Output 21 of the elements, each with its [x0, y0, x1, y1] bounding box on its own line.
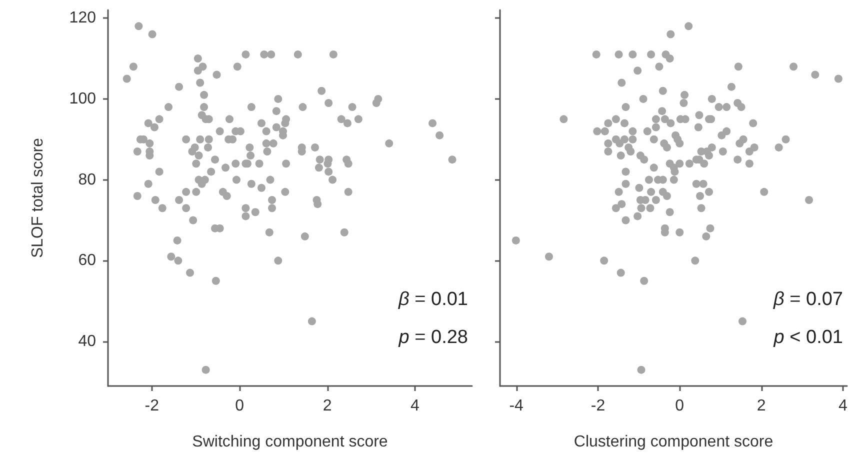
- x-tick-label: 4: [838, 398, 848, 414]
- x-tick-label: 2: [756, 398, 766, 414]
- x-tick-label: 0: [235, 398, 244, 414]
- x-tick-label: -4: [509, 398, 524, 414]
- annotation: p < 0.01: [772, 327, 844, 348]
- y-axis-title: SLOF total score: [30, 138, 46, 258]
- y-tick-label: 120: [69, 10, 96, 27]
- annotation: β = 0.07: [772, 289, 844, 310]
- annotation: p = 0.28: [398, 327, 468, 348]
- y-tick-label: 80: [78, 171, 96, 188]
- x-axis-title: Switching component score: [192, 434, 388, 450]
- x-tick-label: 0: [675, 398, 684, 414]
- x-axis-title: Clustering component score: [574, 434, 774, 450]
- x-tick-label: -2: [590, 398, 606, 414]
- x-tick-label: 2: [322, 398, 332, 414]
- y-tick-label: 100: [69, 90, 96, 108]
- x-tick-label: -2: [144, 398, 160, 414]
- y-tick-label: 40: [78, 333, 96, 350]
- annotation: β = 0.01: [398, 289, 468, 310]
- x-tick-label: 4: [410, 398, 420, 414]
- y-tick-label: 60: [78, 252, 96, 270]
